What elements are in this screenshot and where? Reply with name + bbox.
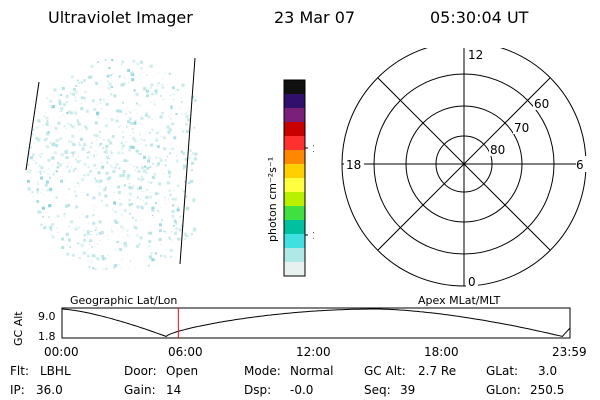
seq-label: Seq: [364, 383, 391, 397]
dsp-label: Dsp: [244, 383, 272, 397]
mode-value: Normal [290, 364, 334, 378]
glat-value: 3.0 [538, 364, 558, 378]
filter-label: Flt: [10, 364, 29, 378]
gain-label: Gain: [124, 383, 156, 397]
colorbar-scale [284, 80, 305, 277]
colorbar-tick-label-10: 10 [312, 231, 314, 242]
door-value: Open [166, 364, 199, 378]
lat-label-60: 60 [534, 97, 549, 111]
glat-label: GLat: [486, 364, 519, 378]
seq-value: 39 [400, 383, 416, 397]
timeline-left-label: Geographic Lat/Lon [70, 294, 178, 307]
colorbar-unit-label: photon cm⁻²s⁻¹ [266, 157, 279, 242]
uv-image-panel [25, 57, 198, 270]
gain-value: 14 [166, 383, 182, 397]
door-label: Door: [124, 364, 157, 378]
gc-alt-value: 2.7 Re [418, 364, 457, 378]
mlt-label-0: 0 [468, 275, 476, 288]
y-tick-label-low: 1.8 [38, 330, 56, 343]
earth-limb-right [179, 57, 196, 265]
x-tick-label-0: 00:00 [44, 345, 79, 359]
mlt-label-12: 12 [468, 48, 483, 62]
lat-label-70: 70 [514, 121, 529, 135]
time-readout: 05:30:04 UT [430, 8, 529, 27]
earth-limb-left [25, 81, 40, 171]
uv-emission-speckles [26, 58, 198, 270]
x-tick-label-2: 12:00 [296, 345, 331, 359]
x-tick-label-1: 06:00 [168, 345, 203, 359]
dsp-value: -0.0 [290, 383, 314, 397]
mlt-label-18: 18 [346, 158, 361, 172]
colorbar-frame [283, 79, 306, 277]
timeline-axis-label: GC Alt [12, 311, 25, 346]
colorbar-tick-label-100: 100 [312, 144, 314, 155]
polar-grid: 12 18 6 0 60 70 80 [341, 48, 588, 288]
y-tick-label-high: 9.0 [38, 310, 56, 323]
glon-label: GLon: [486, 383, 521, 397]
glon-value: 250.5 [530, 383, 565, 397]
x-tick-label-4: 23:59 [552, 345, 587, 359]
altitude-curve [61, 308, 571, 337]
altitude-timeline: 9.0 1.8 GC Alt [12, 307, 571, 346]
x-tick-label-3: 18:00 [424, 345, 459, 359]
timeline-frame [61, 307, 571, 339]
timeline-right-label: Apex MLat/MLT [418, 294, 501, 307]
ip-value: 36.0 [36, 383, 63, 397]
filter-value: LBHL [40, 364, 71, 378]
mode-label: Mode: [244, 364, 281, 378]
mlt-label-6: 6 [576, 158, 584, 172]
colorbar: 100 10 photon cm⁻²s⁻¹ [266, 79, 314, 277]
polar-diagonal-2 [377, 77, 551, 251]
page-title: Ultraviolet Imager [48, 8, 193, 27]
lat-label-80: 80 [490, 143, 505, 157]
gc-alt-label: GC Alt: [364, 364, 406, 378]
date-readout: 23 Mar 07 [274, 8, 356, 27]
ip-label: IP: [10, 383, 25, 397]
